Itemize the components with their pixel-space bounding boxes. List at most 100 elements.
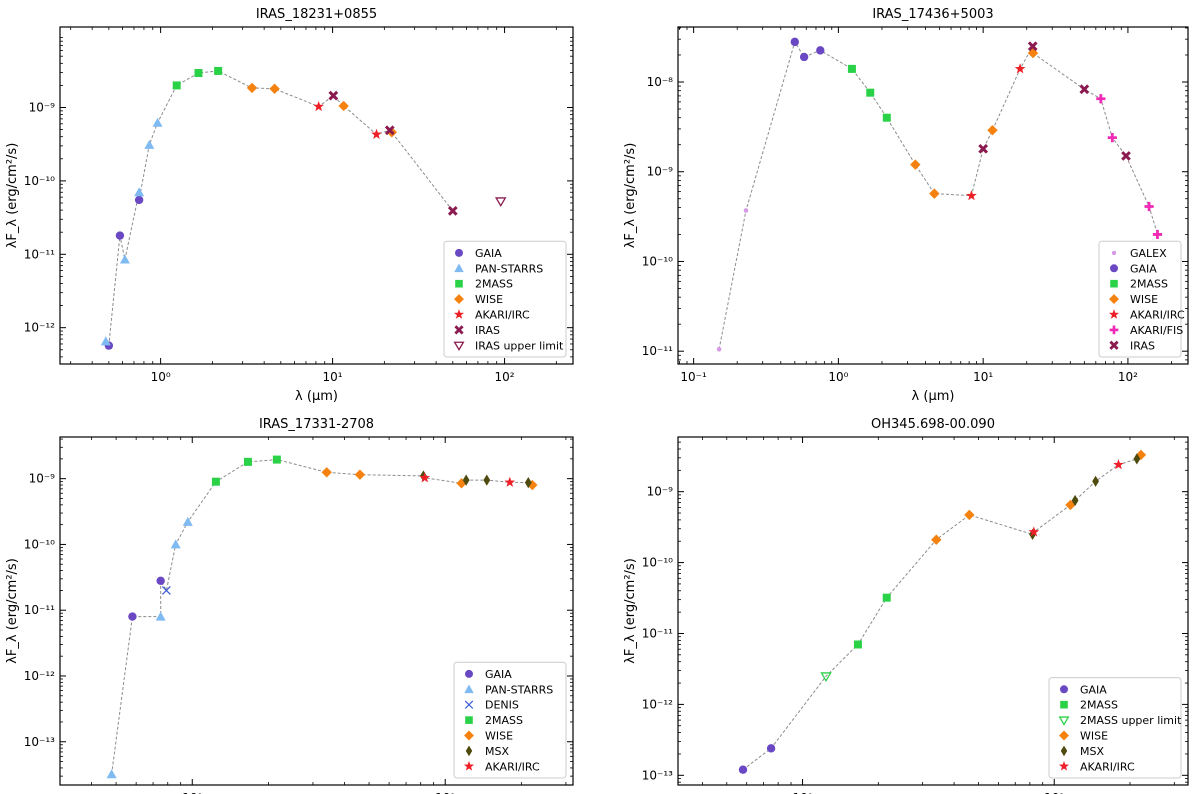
series-wise (246, 82, 398, 138)
legend-label-akari-irc: AKARI/IRC (475, 309, 530, 322)
y-tick-label: 10⁻¹⁰ (642, 556, 673, 570)
data-point-pan-starrs (100, 336, 111, 346)
x-axis-label: λ (μm) (295, 389, 338, 404)
y-tick-label: 10⁻¹¹ (24, 603, 55, 617)
chart-panel-3: IRAS_17331-2708 10⁰ 10¹ 10⁻¹³ 10⁻¹² 10⁻¹¹ 10⁻¹… (5, 417, 574, 794)
legend-label-wise: WISE (475, 293, 503, 306)
data-point-pan-starrs (152, 117, 163, 127)
legend-label-pan-starrs: PAN-STARRS (485, 683, 553, 696)
legend-marker-akari-fis (1109, 325, 1119, 335)
series-akari-fis (1096, 94, 1163, 240)
data-point-akari-irc (504, 476, 516, 487)
data-point-gaia (816, 46, 825, 55)
series-iras (328, 90, 458, 216)
series-galex (716, 208, 749, 352)
legend-marker-iras-upper-limit (453, 341, 465, 351)
x-tick-label: 10² (1118, 370, 1138, 384)
data-point-msx (1071, 494, 1079, 507)
data-point-gaia (799, 52, 809, 62)
legend-marker-2mass (1110, 279, 1118, 288)
x-tick-label: 10⁰ (828, 370, 848, 384)
x-tick-label: 10⁰ (793, 791, 813, 794)
y-tick-label: 10⁻⁹ (29, 101, 56, 115)
data-point-2mass (172, 81, 181, 90)
data-point-gaia (134, 195, 144, 205)
y-tick-label: 10⁻⁹ (647, 485, 674, 499)
data-point-wise (338, 100, 349, 112)
chart-title: OH345.698-00.090 (871, 417, 995, 432)
data-point-akari-irc (313, 100, 324, 112)
series-akari-irc (966, 63, 1026, 201)
legend-box (1048, 677, 1182, 779)
legend-marker-2mass-upper-limit (1058, 716, 1070, 726)
legend-marker-iras (1109, 340, 1119, 350)
data-point-wise (321, 467, 332, 478)
series-msx (420, 470, 532, 489)
sed-line (718, 40, 1158, 350)
legend-marker-wise (1059, 730, 1069, 741)
data-point-akari-irc (1113, 459, 1124, 470)
legend-label-2mass: 2MASS (1080, 699, 1118, 712)
data-point-2mass (211, 477, 220, 486)
legend-marker-2mass (1060, 700, 1068, 709)
x-tick-label: 10⁻¹ (680, 370, 707, 384)
data-point-wise (269, 83, 280, 94)
series-akari-irc (1028, 459, 1124, 537)
data-point-msx (1133, 453, 1141, 465)
legend-label-iras-upper-limit: IRAS upper limit (475, 339, 564, 352)
legend-label-gaia: GAIA (1130, 262, 1157, 275)
legend: GALEX GAIA 2MASS WISE AKARI/IRC AKARI/FIS IRAS (1098, 240, 1185, 358)
legend-marker-gaia (1060, 685, 1068, 694)
series-2mass (847, 64, 891, 122)
data-point-akari-fis (1096, 94, 1106, 104)
legend-label-akari-irc: AKARI/IRC (485, 760, 540, 773)
data-point-wise (1065, 499, 1076, 511)
legend-marker-denis (464, 700, 474, 709)
data-point-2mass (194, 69, 203, 78)
series-gaia (738, 744, 776, 774)
data-point-2mass (243, 457, 252, 466)
data-point-akari-irc (1014, 63, 1026, 74)
legend-box (443, 240, 567, 358)
series-pan-starrs (106, 516, 193, 779)
legend-marker-pan-starrs (454, 263, 464, 273)
legend-marker-akari-irc (1058, 760, 1070, 771)
data-point-akari-fis (1107, 133, 1117, 143)
y-tick-label: 10⁻¹⁰ (24, 537, 55, 551)
legend-label-wise: WISE (485, 730, 513, 743)
data-point-wise (931, 534, 942, 545)
y-tick-label: 10⁻¹³ (642, 768, 673, 782)
legend-marker-msx (1060, 745, 1068, 757)
y-tick-label: 10⁻⁸ (647, 75, 674, 89)
y-axis-label: λF_λ (erg/cm²/s) (623, 143, 638, 249)
chart-panel-4: OH345.698-00.090 10⁰ 10¹ 10⁻¹³ 10⁻¹² 10⁻¹¹ 10⁻… (623, 417, 1189, 794)
legend-label-msx: MSX (1080, 745, 1104, 758)
data-point-wise (1135, 449, 1147, 461)
x-tick-label: 10⁰ (151, 370, 171, 384)
legend: GAIA 2MASS 2MASS upper limit WISE MSX AKARI/I… (1048, 677, 1182, 779)
legend: GAIA PAN-STARRS 2MASS WISE AKARI/IRC IRAS IRAS… (443, 240, 567, 358)
data-point-akari-irc (419, 472, 431, 483)
data-point-2mass (214, 66, 223, 75)
legend-label-galex: GALEX (1130, 247, 1167, 260)
data-point-akari-irc (371, 128, 382, 139)
series-2mass (853, 593, 891, 649)
data-point-gaia (156, 576, 165, 585)
data-point-pan-starrs (182, 516, 193, 526)
data-point-iras (384, 125, 395, 136)
legend-marker-gaia (455, 248, 463, 257)
legend-label-denis: DENIS (485, 699, 519, 712)
legend-label-wise: WISE (1080, 730, 1108, 743)
legend-label-gaia: GAIA (485, 668, 512, 681)
data-point-wise (929, 188, 940, 199)
data-point-pan-starrs (106, 769, 117, 779)
chart-title: IRAS_17331-2708 (259, 417, 374, 432)
y-tick-label: 10⁻¹⁰ (24, 174, 55, 188)
series-denis (161, 585, 171, 595)
sed-line (105, 70, 454, 347)
legend-marker-msx (465, 745, 473, 757)
plot-frame (59, 436, 574, 786)
data-point-gaia (128, 612, 137, 621)
legend-label-2mass-upper-limit: 2MASS upper limit (1080, 714, 1182, 727)
data-point-denis (161, 585, 171, 595)
